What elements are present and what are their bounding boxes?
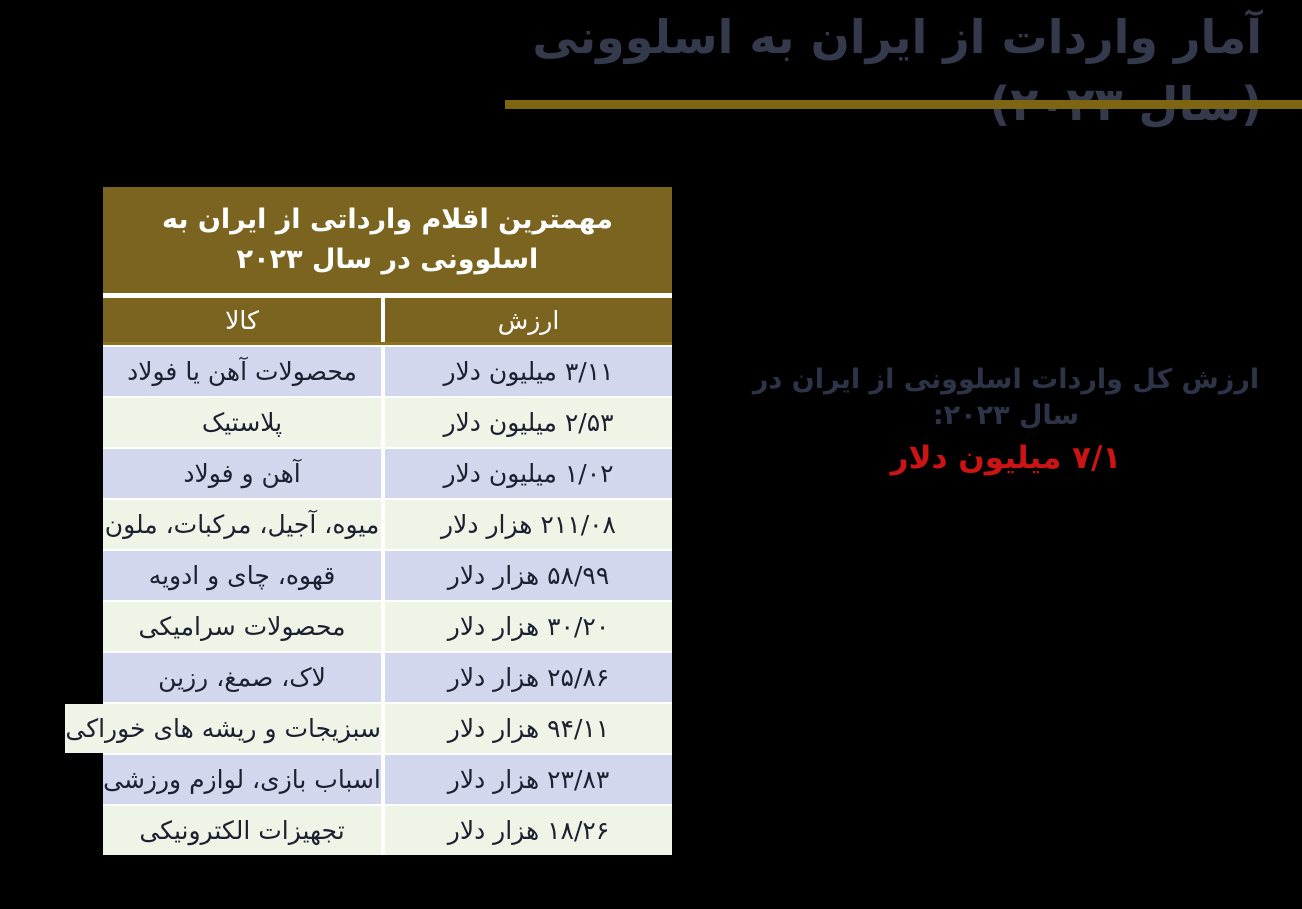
table-row: ۱/۰۲ میلیون دلار آهن و فولاد [103,449,672,498]
column-divider [381,398,385,447]
table-column-header-row: ارزش کالا [103,298,672,345]
table-row: ۱۸/۲۶ هزار دلار تجهیزات الکترونیکی [103,806,672,855]
column-divider [381,500,385,549]
page-title: آمار واردات از ایران به اسلوونی (سال ۲۰۲… [532,10,1262,131]
row-value-cell: ۲۳/۸۳ هزار دلار [385,755,672,804]
row-goods-cell: قهوه، چای و ادویه [103,551,381,600]
total-imports-value: ۷/۱ میلیون دلار [890,439,1122,476]
row-value-cell: ۲۵/۸۶ هزار دلار [385,653,672,702]
column-divider [381,704,385,753]
row-value-cell: ۹۴/۱۱ هزار دلار [385,704,672,753]
row-value-cell: ۵۸/۹۹ هزار دلار [385,551,672,600]
table-row: ۳/۱۱ میلیون دلار محصولات آهن یا فولاد [103,347,672,396]
column-divider [381,449,385,498]
row-goods-cell: لاک، صمغ، رزین [103,653,381,702]
column-divider [381,298,385,342]
table-row: ۲/۵۳ میلیون دلار پلاستیک [103,398,672,447]
table-row: ۵۸/۹۹ هزار دلار قهوه، چای و ادویه [103,551,672,600]
row-value-cell: ۳۰/۲۰ هزار دلار [385,602,672,651]
column-divider [381,755,385,804]
table-row: ۲۳/۸۳ هزار دلار اسباب بازی، لوازم ورزشی [103,755,672,804]
row-goods-cell: آهن و فولاد [103,449,381,498]
title-underline-rule [505,100,1302,109]
column-divider [381,602,385,651]
table-row: ۹۴/۱۱ هزار دلار سبزیجات و ریشه های خوراکی [65,704,672,753]
row-goods-cell: اسباب بازی، لوازم ورزشی [103,755,381,804]
row-goods-cell: تجهیزات الکترونیکی [103,806,381,855]
column-divider [381,551,385,600]
imports-table: مهمترین اقلام وارداتی از ایران به اسلوون… [65,187,672,855]
table-body: ۳/۱۱ میلیون دلار محصولات آهن یا فولاد ۲/۵۳… [65,345,672,855]
column-header-goods: کالا [225,305,259,335]
table-title: مهمترین اقلام وارداتی از ایران به اسلوون… [103,187,672,293]
row-goods-cell: سبزیجات و ریشه های خوراکی [65,704,381,753]
table-row: ۳۰/۲۰ هزار دلار محصولات سرامیکی [103,602,672,651]
total-imports-summary: ارزش کل واردات اسلوونی از ایران در سال ۲… [740,362,1272,476]
row-value-cell: ۲/۵۳ میلیون دلار [385,398,672,447]
table-header-separator [103,293,672,298]
total-imports-label: ارزش کل واردات اسلوونی از ایران در سال ۲… [752,364,1260,432]
row-value-cell: ۲۱۱/۰۸ هزار دلار [385,500,672,549]
row-goods-cell: محصولات سرامیکی [103,602,381,651]
column-divider [381,347,385,396]
column-divider [381,806,385,855]
row-goods-cell: میوه، آجیل، مرکبات، ملون [103,500,381,549]
row-goods-cell: پلاستیک [103,398,381,447]
row-value-cell: ۱/۰۲ میلیون دلار [385,449,672,498]
row-goods-cell: محصولات آهن یا فولاد [103,347,381,396]
table-row: ۲۵/۸۶ هزار دلار لاک، صمغ، رزین [103,653,672,702]
column-divider [381,653,385,702]
row-value-cell: ۳/۱۱ میلیون دلار [385,347,672,396]
row-value-cell: ۱۸/۲۶ هزار دلار [385,806,672,855]
table-row: ۲۱۱/۰۸ هزار دلار میوه، آجیل، مرکبات، ملون [103,500,672,549]
column-header-value: ارزش [497,305,560,335]
